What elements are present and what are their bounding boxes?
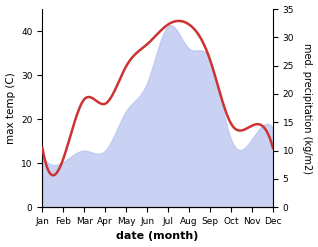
Y-axis label: med. precipitation (kg/m2): med. precipitation (kg/m2) — [302, 43, 313, 174]
Y-axis label: max temp (C): max temp (C) — [5, 72, 16, 144]
X-axis label: date (month): date (month) — [116, 231, 199, 242]
